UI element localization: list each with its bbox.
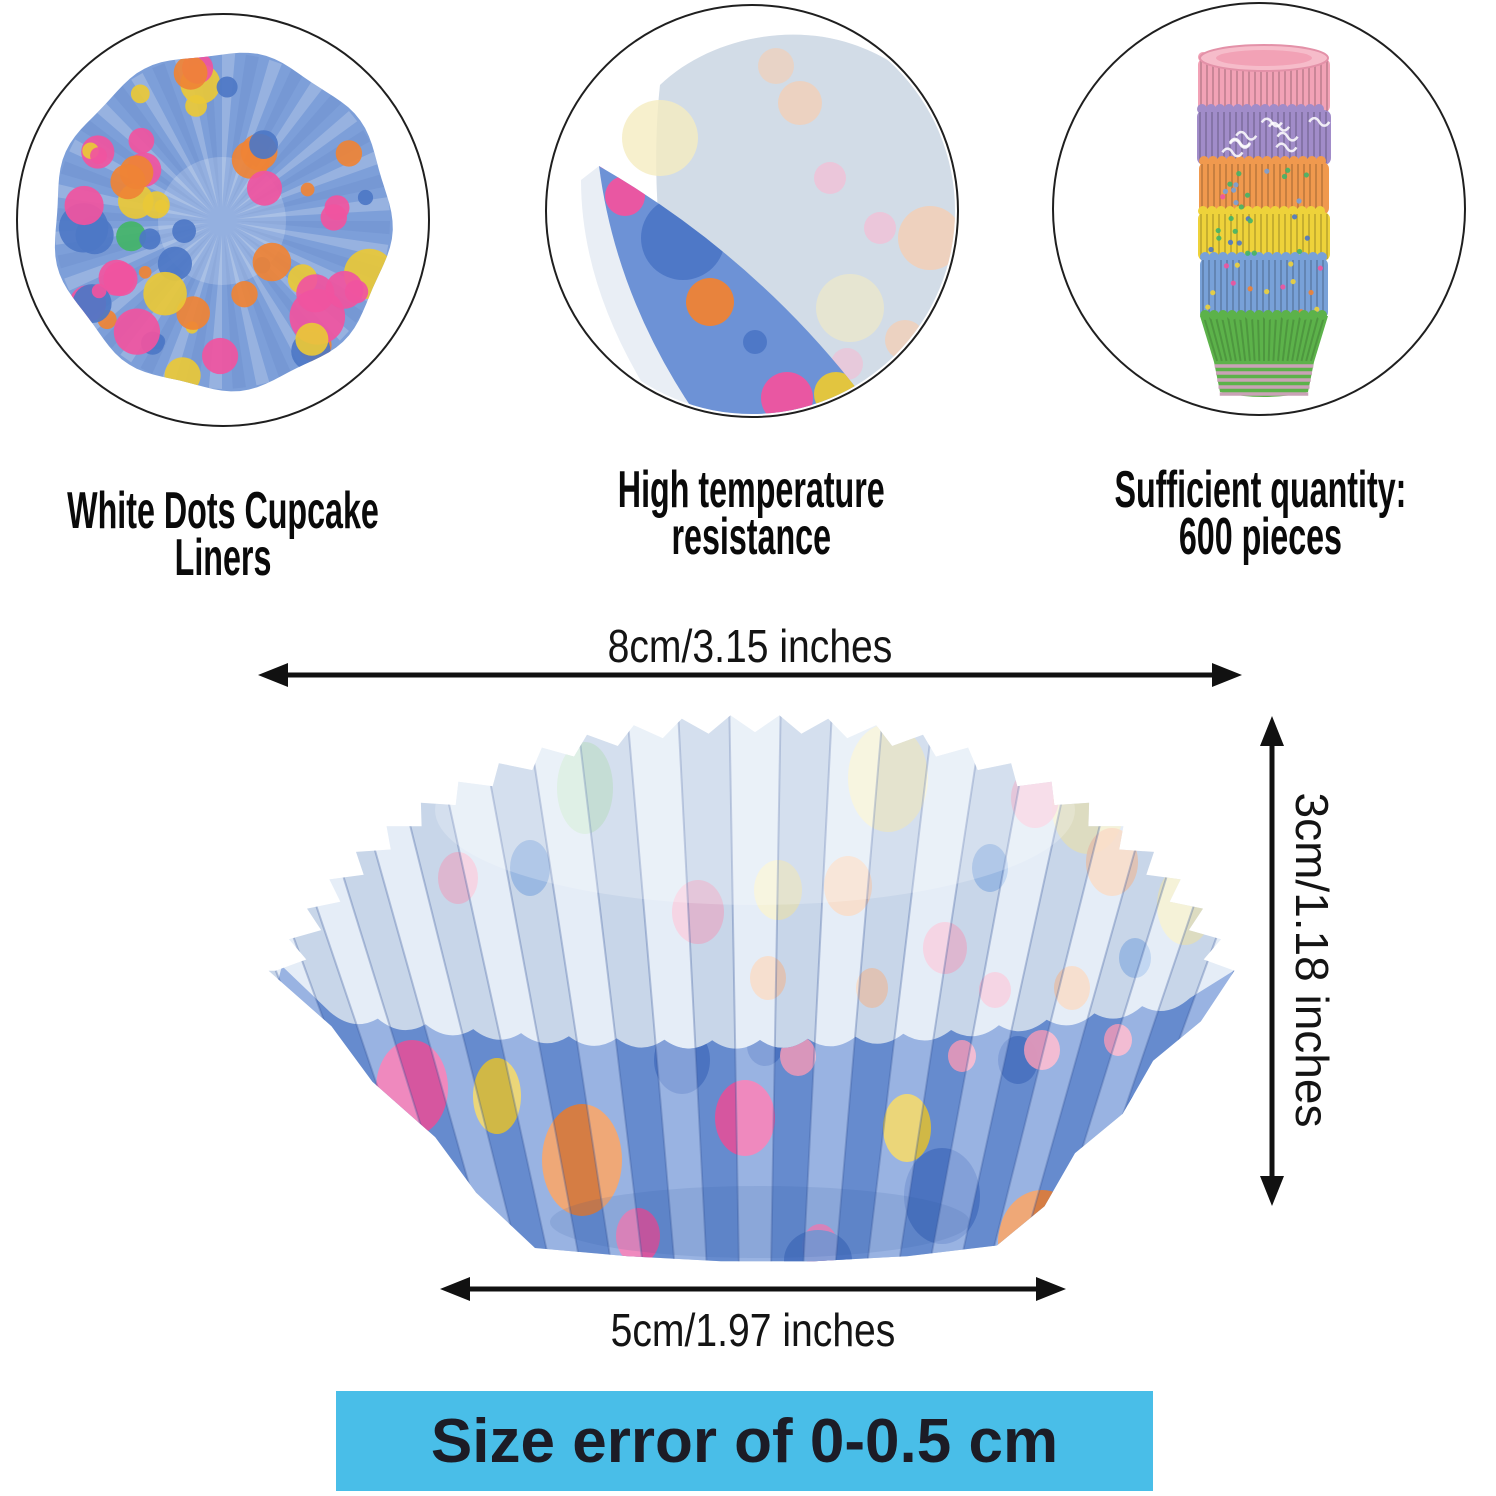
cupcake-liner-illustration [268, 715, 1235, 1262]
caption-white-dots: White Dots Cupcake Liners [0, 441, 523, 587]
caption-text: High temperature resistance [617, 461, 885, 566]
base-width-arrow [440, 1277, 1066, 1301]
base-diameter-label: 5cm/1.97 inches [586, 1306, 921, 1354]
top-diameter-text: 8cm/3.15 inches [607, 620, 893, 672]
feature-circle-polka-liner [16, 13, 430, 427]
top-diameter-label: 8cm/3.15 inches [583, 622, 918, 670]
height-label: 3cm/1.18 inches [1286, 792, 1338, 1128]
base-diameter-text: 5cm/1.97 inches [610, 1304, 896, 1356]
height-text: 3cm/1.18 inches [1286, 792, 1338, 1128]
feature-circle-stack [1052, 2, 1466, 416]
caption-sufficient-quantity: Sufficient quantity: 600 pieces [960, 420, 1496, 566]
caption-high-temperature: High temperature resistance [451, 420, 1051, 566]
polka-dot-liner-image [54, 52, 393, 392]
caption-text: Sufficient quantity: 600 pieces [1114, 461, 1406, 566]
caption-text: White Dots Cupcake Liners [67, 482, 379, 587]
folded-liner-sheet-image [581, 34, 955, 414]
size-note-text: Size error of 0-0.5 cm [430, 1406, 1059, 1476]
stacked-liners-image [1197, 44, 1331, 397]
size-note-banner: Size error of 0-0.5 cm [336, 1391, 1153, 1491]
feature-circle-folded-sheet [545, 4, 959, 418]
